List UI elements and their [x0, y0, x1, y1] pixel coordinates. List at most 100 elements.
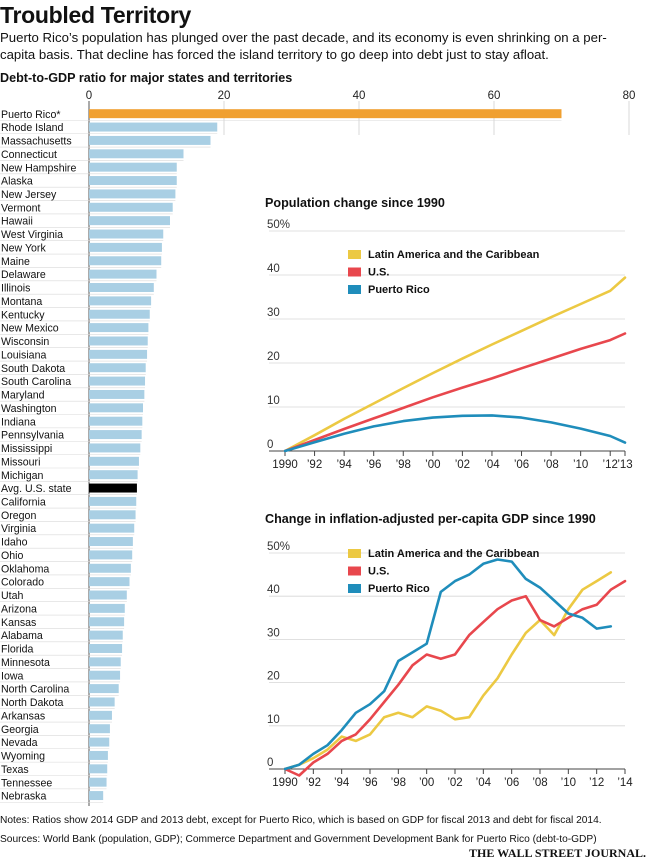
y-tick-label: 40	[267, 584, 280, 596]
bar-label-california: California	[1, 497, 46, 509]
x-tick-label: 1990	[272, 459, 298, 471]
bar-label-oregon: Oregon	[1, 510, 36, 522]
bar-label-wisconsin: Wisconsin	[1, 336, 49, 348]
x-tick-label: ’92	[306, 777, 321, 789]
bar-wyoming	[89, 750, 108, 760]
bar-kentucky	[89, 309, 150, 319]
legend-label-puerto-rico: Puerto Rico	[368, 284, 430, 296]
bar-label-minnesota: Minnesota	[1, 657, 50, 669]
bar-west-virginia	[89, 229, 164, 239]
bar-x-tick-label: 40	[353, 90, 366, 102]
y-tick-label: 30	[267, 307, 280, 319]
bar-chart-title: Debt-to-GDP ratio for major states and t…	[0, 71, 293, 85]
series-line-u-s	[283, 332, 627, 453]
x-tick-label: ’96	[362, 777, 377, 789]
bar-label-colorado: Colorado	[1, 577, 44, 589]
legend-label-u-s: U.S.	[368, 267, 389, 279]
bar-pennsylvania	[89, 430, 142, 440]
gdp-chart-title: Change in inflation-adjusted per-capita …	[265, 512, 596, 526]
bar-label-kansas: Kansas	[1, 617, 36, 629]
y-tick-label: 10	[267, 395, 280, 407]
bar-alabama	[89, 630, 123, 640]
bar-georgia	[89, 724, 110, 734]
headline: Troubled Territory	[0, 2, 191, 28]
bar-label-ohio: Ohio	[1, 550, 23, 562]
x-tick-label: ’10	[573, 459, 588, 471]
bar-label-georgia: Georgia	[1, 724, 39, 736]
bar-puerto-rico	[89, 109, 562, 119]
bar-label-vermont: Vermont	[1, 202, 41, 214]
y-tick-label: 20	[267, 351, 280, 363]
y-tick-label: 10	[267, 714, 280, 726]
bar-label-rhode-island: Rhode Island	[1, 122, 64, 134]
bar-label-washington: Washington	[1, 403, 57, 415]
bar-louisiana	[89, 349, 148, 359]
bar-south-carolina	[89, 376, 146, 386]
bar-missouri	[89, 456, 139, 466]
bar-new-york	[89, 242, 162, 252]
bar-california	[89, 496, 137, 506]
bar-label-north-carolina: North Carolina	[1, 684, 69, 696]
bar-kansas	[89, 617, 125, 627]
bar-label-michigan: Michigan	[1, 470, 44, 482]
x-tick-label: ’14	[617, 777, 633, 789]
bar-oklahoma	[89, 563, 131, 573]
series-line-puerto-rico	[283, 558, 613, 771]
legend-swatch-u-s	[348, 566, 361, 576]
bar-alaska	[89, 176, 177, 186]
y-tick-label: 30	[267, 627, 280, 639]
bar-label-south-dakota: South Dakota	[1, 363, 65, 375]
bar-label-idaho: Idaho	[1, 537, 28, 549]
bar-label-kentucky: Kentucky	[1, 309, 45, 321]
bar-label-louisiana: Louisiana	[1, 349, 46, 361]
bar-colorado	[89, 577, 130, 587]
bar-label-puerto-rico: Puerto Rico*	[1, 109, 60, 121]
bar-label-alaska: Alaska	[1, 176, 33, 188]
legend-label-latin-america-and-the-caribbean: Latin America and the Caribbean	[368, 548, 540, 560]
y-tick-label: 50%	[267, 541, 290, 553]
x-tick-label: ’94	[336, 459, 352, 471]
y-tick-label: 20	[267, 671, 280, 683]
bar-x-tick-label: 20	[218, 90, 231, 102]
x-tick-label: ’04	[484, 459, 500, 471]
bar-label-new-mexico: New Mexico	[1, 323, 59, 335]
bar-label-new-york: New York	[1, 242, 46, 254]
legend-label-puerto-rico: Puerto Rico	[368, 583, 430, 595]
legend-label-latin-america-and-the-caribbean: Latin America and the Caribbean	[368, 249, 540, 261]
bar-label-indiana: Indiana	[1, 416, 36, 428]
bar-minnesota	[89, 657, 121, 667]
y-tick-label: 40	[267, 263, 280, 275]
bar-label-illinois: Illinois	[1, 283, 30, 295]
bar-indiana	[89, 416, 143, 426]
bar-arkansas	[89, 710, 112, 720]
bar-nebraska	[89, 791, 104, 801]
bar-label-iowa: Iowa	[1, 670, 23, 682]
bar-maine	[89, 256, 162, 266]
bar-ohio	[89, 550, 133, 560]
publisher-logo: THE WALL STREET JOURNAL.	[469, 846, 646, 860]
x-tick-label: ’06	[514, 459, 529, 471]
x-tick-label: ’10	[561, 777, 576, 789]
legend-swatch-u-s	[348, 267, 361, 277]
x-tick-label: ’96	[366, 459, 381, 471]
x-tick-label: ’94	[334, 777, 350, 789]
bar-label-missouri: Missouri	[1, 456, 40, 468]
bar-delaware	[89, 269, 157, 279]
legend-swatch-latin-america-and-the-caribbean	[348, 549, 361, 558]
bar-iowa	[89, 670, 121, 680]
bar-label-virginia: Virginia	[1, 523, 36, 535]
x-tick-label: 1990	[272, 777, 298, 789]
bar-south-dakota	[89, 363, 146, 373]
bar-rhode-island	[89, 122, 218, 132]
x-tick-label: ’02	[447, 777, 462, 789]
bar-texas	[89, 764, 108, 774]
bar-new-jersey	[89, 189, 176, 199]
bar-label-maine: Maine	[1, 256, 30, 268]
y-tick-label: 0	[267, 439, 273, 451]
legend-swatch-puerto-rico	[348, 285, 361, 294]
bar-new-hampshire	[89, 162, 177, 172]
bar-montana	[89, 296, 152, 306]
bar-florida	[89, 644, 123, 653]
bar-michigan	[89, 470, 138, 480]
